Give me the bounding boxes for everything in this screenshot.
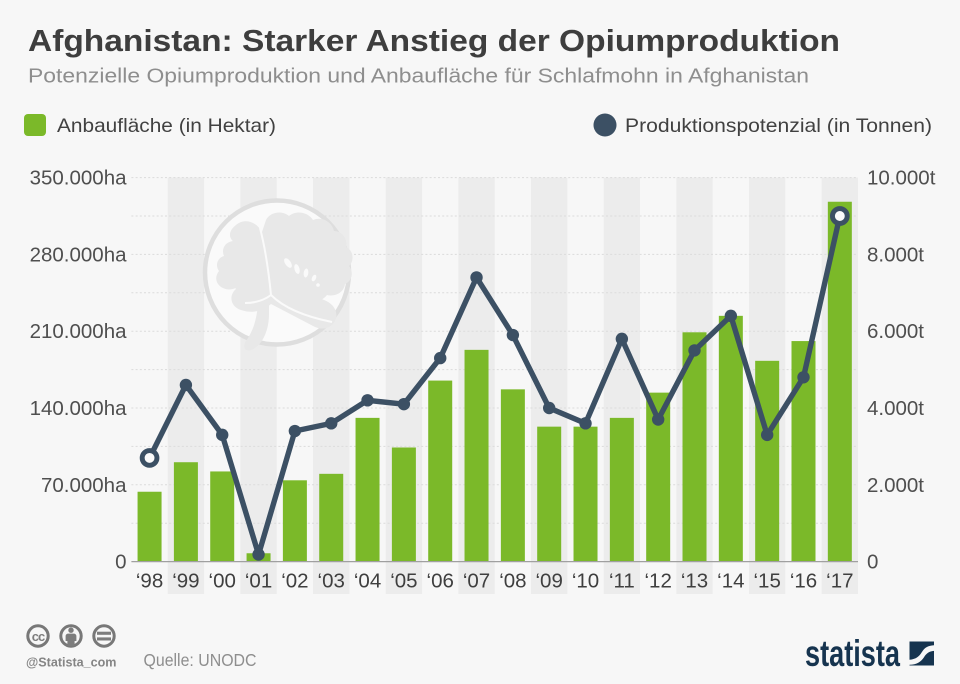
svg-text:‘04: ‘04	[354, 570, 381, 593]
svg-text:‘17: ‘17	[826, 570, 853, 593]
svg-text:10.000t: 10.000t	[867, 167, 936, 190]
svg-text:‘99: ‘99	[172, 570, 199, 593]
svg-text:‘12: ‘12	[645, 570, 672, 593]
svg-text:2.000t: 2.000t	[867, 474, 924, 497]
svg-text:‘06: ‘06	[427, 570, 454, 593]
svg-text:‘05: ‘05	[390, 570, 417, 593]
svg-text:‘02: ‘02	[281, 570, 308, 593]
svg-text:‘07: ‘07	[463, 570, 490, 593]
svg-text:‘00: ‘00	[209, 570, 236, 593]
svg-text:280.000ha: 280.000ha	[30, 243, 128, 266]
svg-text:8.000t: 8.000t	[867, 243, 924, 266]
svg-text:cc: cc	[32, 629, 45, 644]
svg-text:4.000t: 4.000t	[867, 397, 924, 420]
svg-text:0: 0	[867, 551, 878, 574]
svg-text:‘03: ‘03	[318, 570, 345, 593]
svg-text:‘08: ‘08	[499, 570, 526, 593]
svg-text:350.000ha: 350.000ha	[30, 167, 128, 190]
svg-text:‘10: ‘10	[572, 570, 599, 593]
svg-text:‘11: ‘11	[609, 570, 635, 593]
svg-text:‘15: ‘15	[753, 570, 780, 593]
svg-text:‘13: ‘13	[681, 570, 708, 593]
svg-text:70.000ha: 70.000ha	[41, 474, 127, 497]
svg-text:‘16: ‘16	[790, 570, 817, 593]
svg-text:‘01: ‘01	[245, 570, 272, 593]
svg-text:140.000ha: 140.000ha	[30, 397, 128, 420]
svg-text:210.000ha: 210.000ha	[30, 320, 128, 343]
svg-text:@Statista_com: @Statista_com	[26, 655, 117, 670]
svg-text:Anbaufläche (in Hektar): Anbaufläche (in Hektar)	[57, 115, 276, 137]
svg-text:6.000t: 6.000t	[867, 320, 924, 343]
svg-text:Quelle: UNODC: Quelle: UNODC	[144, 650, 257, 670]
svg-text:0: 0	[115, 551, 126, 574]
svg-text:Afghanistan: Starker Anstieg d: Afghanistan: Starker Anstieg der Opiumpr…	[28, 23, 840, 58]
svg-text:‘14: ‘14	[717, 570, 744, 593]
svg-text:Produktionspotenzial (in Tonne: Produktionspotenzial (in Tonnen)	[625, 115, 932, 137]
svg-text:Potenzielle Opiumproduktion un: Potenzielle Opiumproduktion und Anbauflä…	[28, 65, 809, 88]
svg-text:‘09: ‘09	[536, 570, 563, 593]
svg-text:statista: statista	[805, 633, 900, 674]
svg-text:‘98: ‘98	[136, 570, 163, 593]
